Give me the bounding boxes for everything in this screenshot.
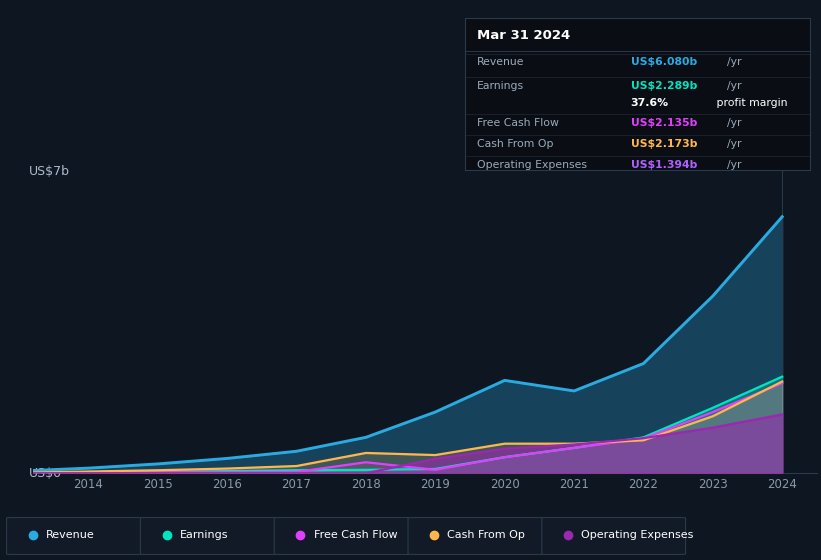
Text: Free Cash Flow: Free Cash Flow (314, 530, 397, 540)
Text: US$7b: US$7b (29, 165, 70, 178)
Text: US$0: US$0 (29, 466, 62, 480)
Text: Free Cash Flow: Free Cash Flow (477, 118, 559, 128)
Text: /yr: /yr (727, 160, 741, 170)
FancyBboxPatch shape (7, 517, 150, 554)
Text: Earnings: Earnings (477, 81, 524, 91)
Text: US$1.394b: US$1.394b (631, 160, 697, 170)
Text: /yr: /yr (727, 118, 741, 128)
Text: Operating Expenses: Operating Expenses (477, 160, 587, 170)
Text: /yr: /yr (727, 81, 741, 91)
Text: Operating Expenses: Operating Expenses (581, 530, 694, 540)
FancyBboxPatch shape (274, 517, 418, 554)
Text: profit margin: profit margin (713, 98, 788, 108)
Text: Mar 31 2024: Mar 31 2024 (477, 29, 571, 41)
Text: US$2.173b: US$2.173b (631, 139, 697, 149)
FancyBboxPatch shape (140, 517, 284, 554)
Text: Cash From Op: Cash From Op (447, 530, 525, 540)
Text: Revenue: Revenue (477, 57, 525, 67)
FancyBboxPatch shape (542, 517, 686, 554)
Text: Earnings: Earnings (180, 530, 228, 540)
Text: Cash From Op: Cash From Op (477, 139, 553, 149)
Text: US$6.080b: US$6.080b (631, 57, 697, 67)
Text: US$2.289b: US$2.289b (631, 81, 697, 91)
Text: Revenue: Revenue (46, 530, 94, 540)
Text: 37.6%: 37.6% (631, 98, 669, 108)
Text: /yr: /yr (727, 139, 741, 149)
Text: US$2.135b: US$2.135b (631, 118, 697, 128)
FancyBboxPatch shape (408, 517, 552, 554)
Text: /yr: /yr (727, 57, 741, 67)
